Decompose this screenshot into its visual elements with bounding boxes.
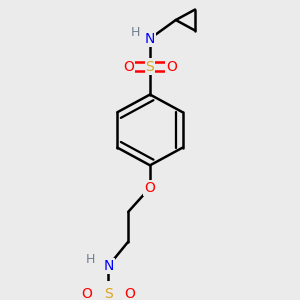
Text: O: O — [167, 60, 177, 74]
Text: N: N — [145, 32, 155, 46]
Text: O: O — [123, 60, 134, 74]
Text: N: N — [103, 259, 114, 273]
Text: S: S — [104, 287, 113, 300]
Text: S: S — [146, 60, 154, 74]
Text: O: O — [125, 287, 136, 300]
Text: O: O — [145, 181, 155, 195]
Text: H: H — [86, 253, 95, 266]
Text: H: H — [130, 26, 140, 39]
Text: O: O — [81, 287, 92, 300]
